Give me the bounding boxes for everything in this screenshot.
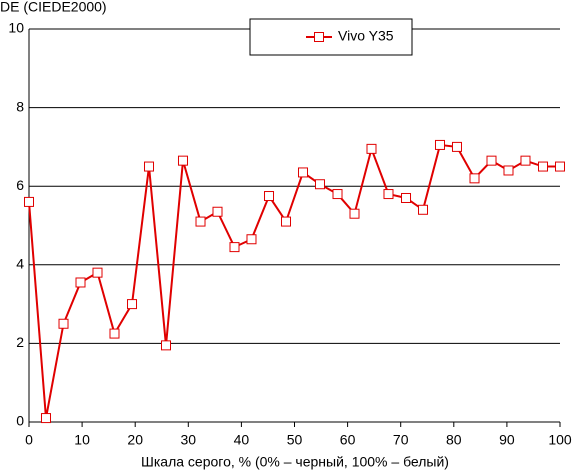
data-point bbox=[349, 208, 360, 219]
x-axis-title: Шкала серого, % (0% – черный, 100% – бел… bbox=[141, 454, 449, 470]
data-point bbox=[144, 161, 155, 172]
data-point bbox=[366, 143, 377, 154]
y-tick-label: 10 bbox=[8, 20, 24, 36]
data-point bbox=[383, 189, 394, 200]
data-point bbox=[212, 206, 223, 217]
x-tick-label: 40 bbox=[234, 432, 250, 448]
data-point bbox=[229, 242, 240, 253]
x-tick-label: 0 bbox=[25, 432, 33, 448]
data-point bbox=[92, 267, 103, 278]
data-point bbox=[469, 173, 480, 184]
data-point bbox=[555, 161, 565, 172]
data-point bbox=[401, 192, 412, 203]
data-point bbox=[40, 413, 51, 424]
data-point bbox=[297, 167, 308, 178]
data-point bbox=[281, 216, 292, 227]
data-point bbox=[264, 191, 275, 202]
legend-marker bbox=[314, 32, 324, 42]
y-tick-label: 0 bbox=[16, 413, 24, 429]
data-point bbox=[486, 155, 497, 166]
data-point bbox=[503, 165, 514, 176]
legend-label: Vivo Y35 bbox=[338, 28, 394, 44]
data-point bbox=[538, 161, 549, 172]
y-tick-label: 2 bbox=[16, 334, 24, 350]
data-point bbox=[58, 318, 69, 329]
x-tick-label: 90 bbox=[499, 432, 515, 448]
y-axis-title: DE (CIEDE2000) bbox=[0, 0, 107, 15]
data-point bbox=[520, 155, 531, 166]
y-tick-label: 8 bbox=[16, 98, 24, 114]
data-point bbox=[246, 234, 257, 245]
x-tick-label: 20 bbox=[127, 432, 143, 448]
data-point bbox=[109, 328, 120, 339]
data-point bbox=[332, 189, 343, 200]
x-tick-label: 60 bbox=[340, 432, 356, 448]
data-point bbox=[160, 340, 171, 351]
x-tick-label: 50 bbox=[287, 432, 303, 448]
data-point bbox=[451, 141, 462, 152]
x-tick-label: 80 bbox=[446, 432, 462, 448]
x-tick-label: 100 bbox=[548, 432, 572, 448]
data-point bbox=[177, 155, 188, 166]
x-tick-label: 30 bbox=[181, 432, 197, 448]
data-point bbox=[24, 196, 34, 207]
data-point bbox=[195, 216, 206, 227]
y-tick-label: 6 bbox=[16, 177, 24, 193]
data-point bbox=[314, 179, 325, 190]
y-tick-label: 4 bbox=[16, 256, 24, 272]
data-point bbox=[127, 299, 138, 310]
data-point bbox=[434, 139, 445, 150]
data-point bbox=[75, 277, 86, 288]
data-point bbox=[418, 204, 429, 215]
x-tick-label: 10 bbox=[74, 432, 90, 448]
x-tick-label: 70 bbox=[393, 432, 409, 448]
